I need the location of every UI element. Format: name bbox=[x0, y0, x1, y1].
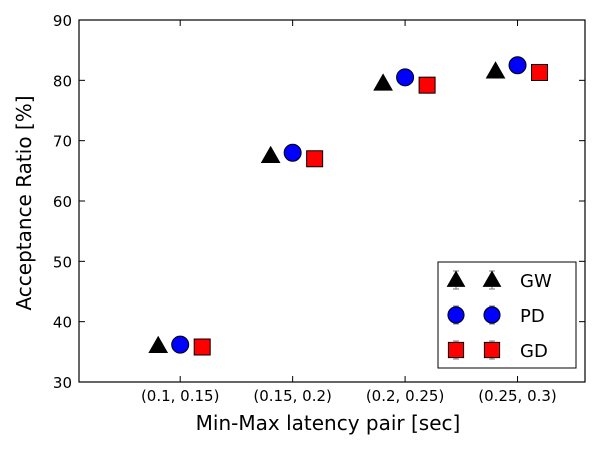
data-point-pd bbox=[508, 56, 527, 75]
x-tick-label: (0.2, 0.25) bbox=[366, 387, 445, 405]
legend-marker-gw bbox=[446, 270, 466, 287]
legend-marker-pd bbox=[447, 306, 465, 324]
y-tick-label: 30 bbox=[53, 374, 72, 392]
x-tick-label: (0.1, 0.15) bbox=[141, 387, 220, 405]
legend-marker-gd bbox=[483, 341, 501, 359]
legend-label-gw: GW bbox=[520, 271, 552, 292]
data-point-gd bbox=[531, 63, 549, 81]
data-point-pd bbox=[283, 143, 302, 162]
data-point-pd bbox=[396, 68, 415, 87]
x-tick-label: (0.15, 0.2) bbox=[253, 387, 332, 405]
y-tick-label: 40 bbox=[53, 314, 72, 332]
data-point-gw bbox=[485, 61, 506, 79]
y-tick-label: 70 bbox=[53, 133, 72, 151]
legend-marker-gd bbox=[447, 341, 465, 359]
plot-area: 30 40 50 60 70 80 90 (0.1, 0.15) (0.15, 0.2) (0.2… bbox=[53, 12, 586, 405]
data-point-gd bbox=[418, 76, 436, 94]
y-tick-label: 90 bbox=[53, 12, 72, 30]
data-point-gw bbox=[260, 145, 281, 163]
data-point-gd bbox=[306, 150, 324, 168]
y-tick-label: 50 bbox=[53, 253, 72, 271]
legend: GW PD GD bbox=[437, 261, 577, 369]
x-tick-label: (0.25, 0.3) bbox=[478, 387, 557, 405]
legend-marker-gw bbox=[482, 270, 502, 287]
data-point-gw bbox=[148, 335, 169, 354]
y-tick-label: 60 bbox=[53, 193, 72, 211]
x-axis-label: Min-Max latency pair [sec] bbox=[196, 411, 461, 435]
data-point-pd bbox=[171, 335, 190, 354]
data-point-gd bbox=[193, 338, 211, 356]
y-tick-label: 80 bbox=[53, 72, 72, 90]
data-point-gw bbox=[373, 73, 393, 91]
legend-label-pd: PD bbox=[520, 306, 545, 327]
legend-label-gd: GD bbox=[520, 341, 548, 362]
y-axis-label: Acceptance Ratio [%] bbox=[12, 95, 36, 310]
legend-marker-pd bbox=[483, 306, 501, 324]
